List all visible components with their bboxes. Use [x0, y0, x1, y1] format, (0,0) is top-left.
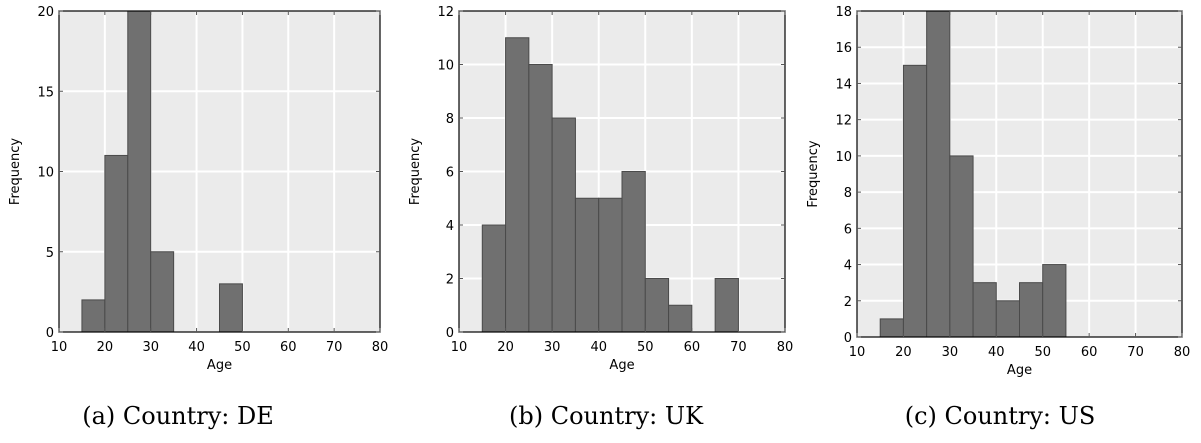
histogram-bar	[574, 197, 600, 333]
y-tick-label: 8	[446, 112, 454, 127]
x-tick-label: 80	[372, 340, 389, 355]
histogram-bar	[104, 154, 129, 333]
histogram-bar	[551, 117, 576, 333]
histogram-bar	[926, 10, 951, 338]
x-tick-label: 20	[497, 340, 514, 355]
x-tick-label: 70	[326, 340, 343, 355]
x-tick-label: 20	[895, 345, 912, 360]
histogram-bar	[902, 64, 928, 338]
histogram-bar	[81, 299, 106, 333]
x-tick-label: 70	[1127, 345, 1144, 360]
y-tick-label: 0	[446, 326, 454, 341]
x-tick-label: 80	[777, 340, 794, 355]
x-tick-label: 60	[1081, 345, 1098, 360]
y-tick-label: 4	[446, 219, 454, 234]
x-tick-label: 60	[280, 340, 297, 355]
x-tick-label: 10	[51, 340, 68, 355]
chart-panel-2: 10 20 30 40 50 60 70 80 0 2 4 6 8 10 12 Age Frequency (b)…	[408, 5, 793, 430]
y-tick-label: 10	[835, 150, 852, 165]
x-tick-label: 10	[451, 340, 468, 355]
x-tick-label: 80	[1174, 345, 1191, 360]
histogram-bar	[972, 282, 997, 338]
x-axis-label: Age	[207, 358, 232, 373]
x-tick-label: 40	[988, 345, 1005, 360]
y-tick-label: 12	[835, 114, 852, 129]
histogram-bar	[949, 155, 974, 338]
x-tick-label: 50	[234, 340, 251, 355]
histogram-bar	[481, 224, 507, 333]
x-axis-label: Age	[1007, 363, 1032, 378]
panel-caption: (c) Country: US	[905, 402, 1096, 430]
x-tick-label: 70	[730, 340, 747, 355]
histogram-bar	[150, 251, 175, 333]
histogram-bar	[714, 278, 739, 333]
histogram-bar	[995, 300, 1020, 338]
x-tick-label: 50	[637, 340, 654, 355]
y-tick-label: 2	[446, 273, 454, 288]
histogram-bar	[644, 278, 670, 333]
y-tick-label: 10	[37, 166, 54, 181]
x-tick-label: 50	[1034, 345, 1051, 360]
x-tick-label: 30	[142, 340, 159, 355]
y-axis-label: Frequency	[408, 138, 423, 205]
y-tick-label: 6	[844, 222, 852, 237]
x-tick-label: 40	[188, 340, 205, 355]
y-tick-label: 2	[844, 295, 852, 310]
y-tick-label: 8	[844, 186, 852, 201]
y-tick-label: 18	[835, 5, 852, 20]
chart-panel-3: 10 20 30 40 50 60 70 80 0 2 4 6 8 10 12 14 16 18 Age Freque…	[806, 5, 1190, 430]
x-tick-label: 30	[544, 340, 561, 355]
y-tick-label: 4	[844, 259, 852, 274]
y-tick-label: 12	[437, 5, 454, 20]
x-axis-label: Age	[609, 358, 634, 373]
x-tick-label: 40	[590, 340, 607, 355]
x-tick-label: 60	[684, 340, 701, 355]
x-tick-label: 20	[97, 340, 114, 355]
y-tick-label: 0	[844, 331, 852, 346]
histogram-bar	[219, 283, 243, 333]
histogram-bar	[528, 64, 553, 333]
histogram-bar	[1019, 282, 1044, 338]
histogram-bar	[598, 197, 623, 333]
y-tick-label: 10	[437, 59, 454, 74]
y-tick-label: 5	[46, 246, 54, 261]
histogram-bar	[1042, 264, 1067, 338]
panel-caption: (a) Country: DE	[82, 402, 274, 430]
y-tick-label: 0	[46, 326, 54, 341]
x-tick-label: 10	[849, 345, 866, 360]
y-tick-label: 20	[37, 5, 54, 20]
y-axis-label: Frequency	[806, 140, 821, 207]
x-tick-label: 30	[942, 345, 959, 360]
y-tick-label: 15	[37, 85, 54, 100]
y-tick-label: 6	[446, 166, 454, 181]
chart-panel-1: 10 20 30 40 50 60 70 80 0 5 10 15 20 Age Frequency (a) …	[8, 5, 388, 430]
histogram-bar	[668, 304, 693, 333]
histogram-bar	[621, 171, 646, 333]
y-axis-label: Frequency	[8, 138, 23, 205]
panel-caption: (b) Country: UK	[509, 402, 704, 430]
histogram-bar	[127, 10, 152, 333]
axes-frame	[856, 10, 1183, 338]
y-tick-label: 14	[835, 77, 852, 92]
histogram-bar	[505, 37, 530, 333]
histogram-bar	[879, 318, 904, 338]
y-tick-label: 16	[835, 41, 852, 56]
